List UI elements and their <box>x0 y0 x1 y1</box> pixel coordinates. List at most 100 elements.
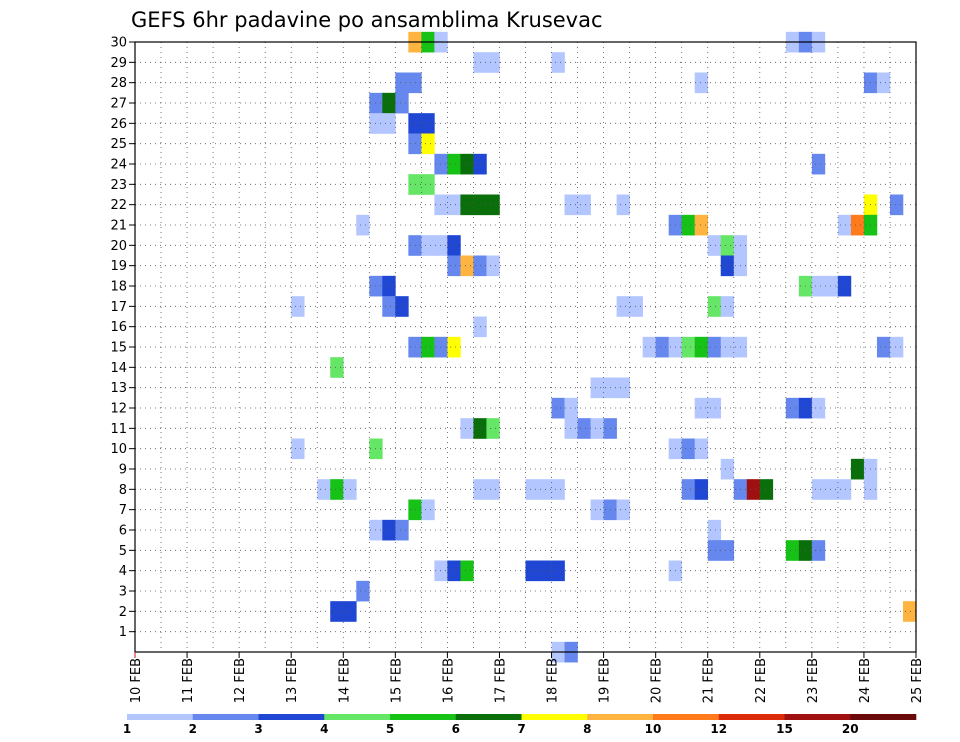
heatmap-cell <box>811 275 826 297</box>
heatmap-cell <box>616 377 630 399</box>
heatmap-cell <box>525 560 539 582</box>
heatmap-cell <box>629 296 643 317</box>
heatmap-cell <box>382 275 396 297</box>
heatmap-cell <box>486 418 500 439</box>
heatmap-cell <box>616 499 630 521</box>
y-tick-label: 22 <box>110 198 127 213</box>
y-tick-label: 6 <box>119 524 127 539</box>
heatmap-cell <box>421 113 435 134</box>
y-tick-label: 9 <box>119 463 127 478</box>
heatmap-cell <box>824 275 839 297</box>
heatmap-cell <box>694 336 709 358</box>
y-tick-label: 20 <box>110 239 127 254</box>
y-tick-label: 2 <box>119 605 127 620</box>
heatmap-cell <box>837 275 852 297</box>
y-tick-label: 23 <box>110 178 127 193</box>
heatmap-cell <box>889 194 904 216</box>
y-tick-label: 10 <box>110 442 127 457</box>
heatmap-cell <box>590 499 604 521</box>
y-tick-label: 24 <box>110 158 127 173</box>
x-tick-label: 10 FEB <box>129 658 144 703</box>
heatmap-cell <box>902 601 917 622</box>
heatmap-cell <box>421 499 435 521</box>
heatmap-cell <box>395 296 409 317</box>
heatmap-cell <box>590 418 604 439</box>
legend-label: 6 <box>452 722 460 736</box>
y-tick-label: 7 <box>119 503 127 518</box>
y-tick-label: 27 <box>110 97 127 112</box>
x-axis: 10 FEB 11 FEB 12 FEB 13 FEB 14 FEB 15 FEB 16 F… <box>129 652 925 703</box>
heatmap-cell <box>434 235 448 256</box>
heatmap-cell <box>681 479 696 500</box>
color-legend: 1 2 3 4 5 6 7 8 10 12 15 20 <box>123 714 917 736</box>
heatmap-cell <box>876 72 891 94</box>
heatmap-cell <box>382 113 396 134</box>
heatmap-cell <box>343 601 357 622</box>
x-tick-label: 11 FEB <box>181 658 196 703</box>
heatmap-cell <box>824 479 839 500</box>
heatmap-cells <box>291 31 917 663</box>
heatmap-cell <box>759 479 774 500</box>
y-tick-label: 25 <box>110 137 127 152</box>
legend-swatch <box>127 714 194 720</box>
heatmap-cell <box>681 336 696 358</box>
heatmap-cell <box>447 560 461 582</box>
heatmap-cell <box>460 560 474 582</box>
y-tick-label: 19 <box>110 259 127 274</box>
heatmap-cell <box>707 235 722 256</box>
heatmap-cell <box>460 194 474 216</box>
heatmap-cell <box>707 336 722 358</box>
heatmap-cell <box>395 72 409 94</box>
heatmap-cell <box>577 418 591 439</box>
x-tick-label: 17 FEB <box>493 658 508 703</box>
y-tick-label: 4 <box>119 564 127 579</box>
heatmap-cell <box>330 601 344 622</box>
y-tick-label: 13 <box>110 381 127 396</box>
legend-label: 12 <box>710 722 727 736</box>
x-tick-label: 19 FEB <box>598 658 613 703</box>
heatmap-cell <box>330 357 344 378</box>
heatmap-cell <box>551 560 565 582</box>
legend-swatch <box>192 714 259 720</box>
legend-label: 20 <box>842 722 859 736</box>
heatmap-cell <box>486 52 500 73</box>
y-tick-label: 18 <box>110 280 127 295</box>
heatmap-cell <box>811 153 826 175</box>
heatmap-cell <box>616 194 630 216</box>
heatmap-cell <box>837 214 852 236</box>
heatmap-cell <box>434 560 448 582</box>
grid-lines <box>135 41 916 652</box>
heatmap-cell <box>356 214 370 236</box>
x-tick-label: 24 FEB <box>858 658 873 703</box>
y-tick-label: 3 <box>119 585 127 600</box>
heatmap-cell <box>837 479 852 500</box>
heatmap-cell <box>811 540 826 561</box>
heatmap-cell <box>889 336 904 358</box>
heatmap-cell <box>655 336 669 358</box>
legend-label: 2 <box>189 722 197 736</box>
heatmap-cell <box>720 336 735 358</box>
heatmap-cell <box>642 336 656 358</box>
y-tick-label: 21 <box>110 219 127 234</box>
legend-label: 8 <box>583 722 591 736</box>
y-tick-label: 12 <box>110 402 127 417</box>
heatmap-cell <box>720 458 735 480</box>
heatmap-cell <box>551 397 565 419</box>
heatmap-cell <box>785 397 800 419</box>
y-axis: 1234567891011121314151617181920212223242… <box>110 36 135 640</box>
legend-swatch <box>390 714 457 720</box>
heatmap-cell <box>707 296 722 317</box>
heatmap-cell <box>551 479 565 500</box>
heatmap-cell <box>434 336 448 358</box>
heatmap-cell <box>616 296 630 317</box>
x-tick-label: 21 FEB <box>702 658 717 703</box>
legend-swatch <box>324 714 391 720</box>
x-tick-label: 12 FEB <box>233 658 248 703</box>
heatmap-cell <box>811 479 826 500</box>
heatmap-cell <box>317 479 331 500</box>
legend-swatch <box>521 714 588 720</box>
heatmap-cell <box>395 92 409 114</box>
legend-swatch <box>258 714 325 720</box>
heatmap-cell <box>291 296 305 317</box>
